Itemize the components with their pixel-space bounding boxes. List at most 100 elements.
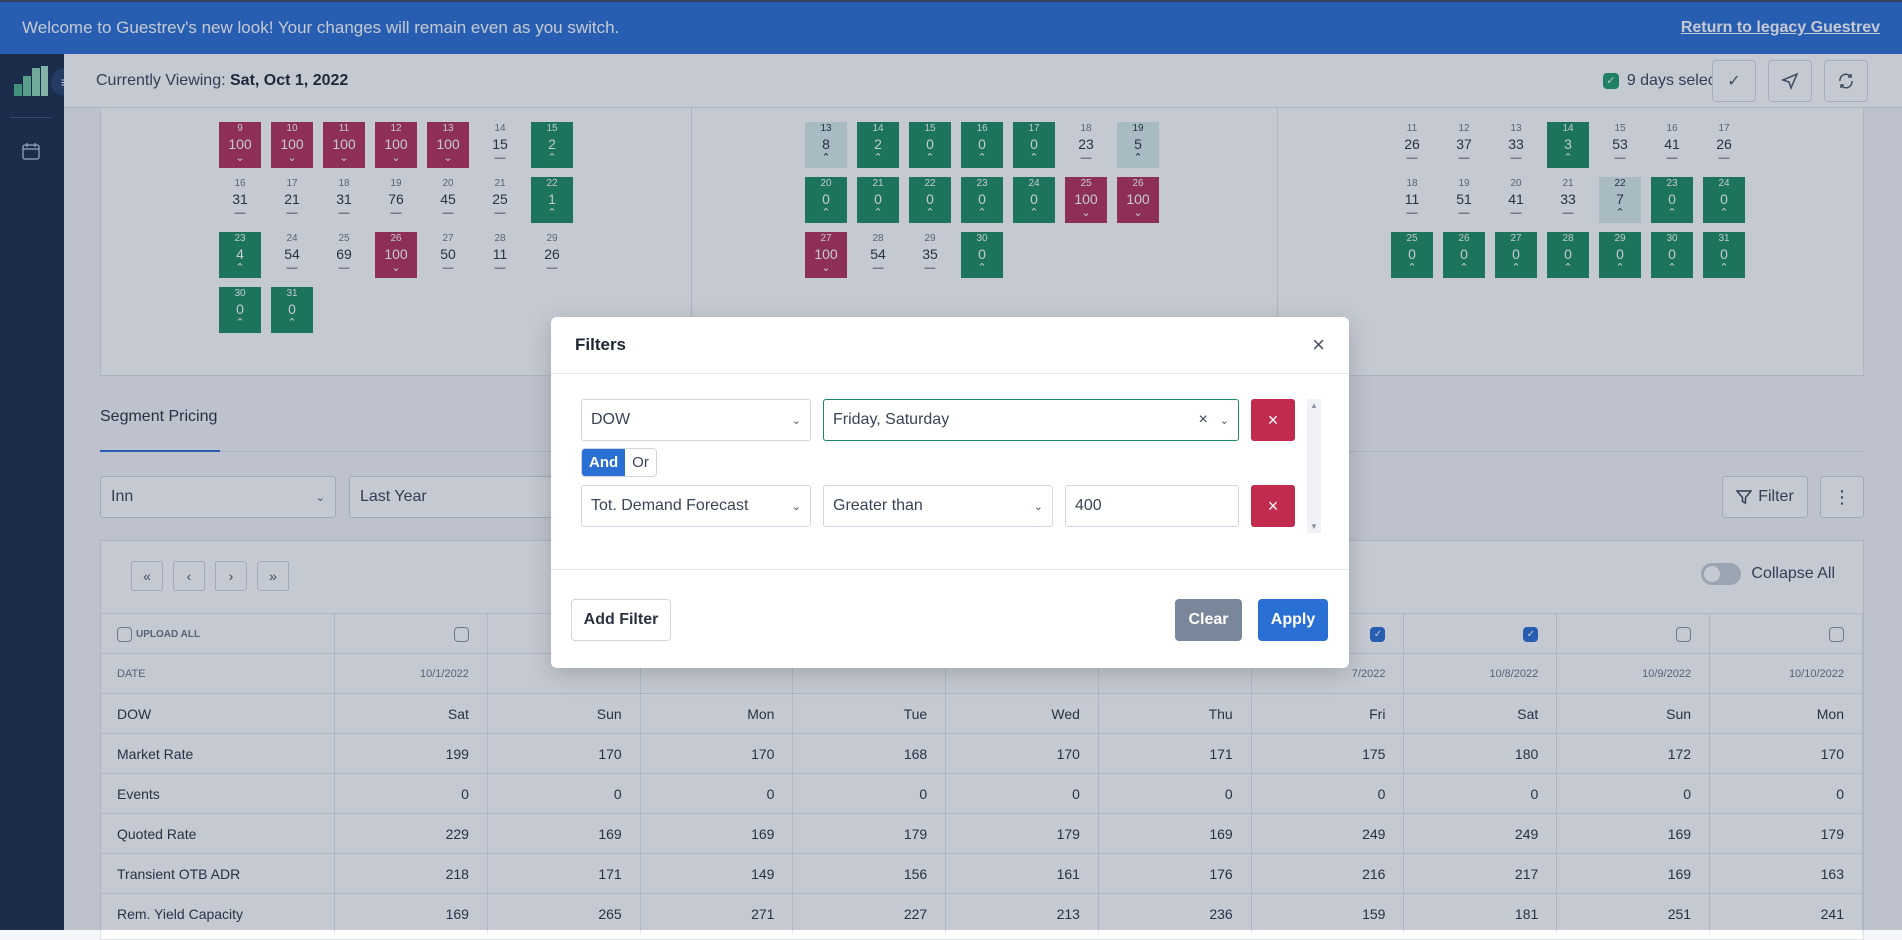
tab-segment-pricing[interactable]: Segment Pricing xyxy=(100,408,218,425)
day-select-checkbox[interactable] xyxy=(1676,626,1692,642)
calendar-day-cell[interactable]: 27 0 ⌃ xyxy=(1495,232,1537,278)
calendar-day-cell[interactable]: 22 1 ⌃ xyxy=(531,177,573,223)
next-page-button[interactable]: › xyxy=(215,561,247,591)
calendar-day-cell[interactable]: 11 100 ⌄ xyxy=(323,122,365,168)
calendar-day-cell[interactable]: 26 0 ⌃ xyxy=(1443,232,1485,278)
calendar-day-cell[interactable]: 14 2 ⌃ xyxy=(857,122,899,168)
calendar-day-cell[interactable]: 17 0 ⌃ xyxy=(1013,122,1055,168)
calendar-day-cell[interactable]: 28 54— xyxy=(857,232,899,278)
calendar-day-cell[interactable]: 23 4 ⌃ xyxy=(219,232,261,278)
day-select-checkbox[interactable] xyxy=(453,626,469,642)
filter2-operator-select[interactable]: Greater than ⌄ xyxy=(823,485,1053,527)
scroll-up-icon[interactable]: ▲ xyxy=(1310,401,1318,410)
calendar-day-cell[interactable]: 20 0 ⌃ xyxy=(805,177,847,223)
filter1-value-select[interactable]: Friday, Saturday × ⌄ xyxy=(823,399,1239,441)
refresh-button[interactable] xyxy=(1824,59,1868,102)
calendar-day-cell[interactable]: 26 100 ⌄ xyxy=(375,232,417,278)
prev-page-button[interactable]: ‹ xyxy=(173,561,205,591)
filter1-field-select[interactable]: DOW ⌄ xyxy=(581,399,811,441)
upload-all-checkbox[interactable] xyxy=(117,626,132,642)
calendar-day-cell[interactable]: 9 100 ⌄ xyxy=(219,122,261,168)
compare-select[interactable]: Last Year xyxy=(349,476,585,518)
calendar-day-cell[interactable]: 15 2 ⌃ xyxy=(531,122,573,168)
calendar-day-cell[interactable]: 30 0 ⌃ xyxy=(219,287,261,333)
calendar-day-cell[interactable]: 28 11— xyxy=(479,232,521,278)
calendar-day-cell[interactable]: 27 100 ⌄ xyxy=(805,232,847,278)
calendar-day-cell[interactable]: 26 100 ⌄ xyxy=(1117,177,1159,223)
calendar-day-cell[interactable]: 16 0 ⌃ xyxy=(961,122,1003,168)
calendar-day-cell[interactable]: 18 31— xyxy=(323,177,365,223)
calendar-day-cell[interactable]: 22 0 ⌃ xyxy=(909,177,951,223)
calendar-day-cell[interactable]: 13 33— xyxy=(1495,122,1537,168)
calendar-day-cell[interactable]: 14 3 ⌃ xyxy=(1547,122,1589,168)
calendar-day-cell[interactable]: 19 5 ⌃ xyxy=(1117,122,1159,168)
last-page-button[interactable]: » xyxy=(257,561,289,591)
filter2-value-input[interactable]: 400 xyxy=(1065,485,1239,527)
more-options-icon[interactable]: ⋮ xyxy=(1820,476,1864,518)
scroll-down-icon[interactable]: ▼ xyxy=(1310,522,1318,531)
or-button[interactable]: Or xyxy=(625,449,656,476)
calendar-day-cell[interactable]: 16 41— xyxy=(1651,122,1693,168)
calendar-day-cell[interactable]: 27 50— xyxy=(427,232,469,278)
calendar-day-cell[interactable]: 15 0 ⌃ xyxy=(909,122,951,168)
viewing-date[interactable]: Sat, Oct 1, 2022 xyxy=(230,71,349,89)
calendar-day-cell[interactable]: 14 15— xyxy=(479,122,521,168)
calendar-day-cell[interactable]: 23 0 ⌃ xyxy=(961,177,1003,223)
calendar-day-cell[interactable]: 11 26— xyxy=(1391,122,1433,168)
calendar-day-cell[interactable]: 24 0 ⌃ xyxy=(1013,177,1055,223)
calendar-day-cell[interactable]: 29 0 ⌃ xyxy=(1599,232,1641,278)
calendar-day-cell[interactable]: 25 0 ⌃ xyxy=(1391,232,1433,278)
calendar-day-cell[interactable]: 10 100 ⌄ xyxy=(271,122,313,168)
calendar-day-cell[interactable]: 24 54— xyxy=(271,232,313,278)
calendar-day-cell[interactable]: 15 53— xyxy=(1599,122,1641,168)
return-to-legacy-link[interactable]: Return to legacy Guestrev xyxy=(1680,19,1880,36)
calendar-day-cell[interactable]: 30 0 ⌃ xyxy=(961,232,1003,278)
filter-button[interactable]: Filter xyxy=(1722,476,1808,518)
calendar-day-cell[interactable]: 16 31— xyxy=(219,177,261,223)
calendar-day-cell[interactable]: 24 0 ⌃ xyxy=(1703,177,1745,223)
confirm-button[interactable]: ✓ xyxy=(1712,59,1756,102)
calendar-day-cell[interactable]: 12 37— xyxy=(1443,122,1485,168)
first-page-button[interactable]: « xyxy=(131,561,163,591)
clear-value-icon[interactable]: × xyxy=(1198,411,1208,428)
calendar-day-cell[interactable]: 21 0 ⌃ xyxy=(857,177,899,223)
calendar-day-cell[interactable]: 31 0 ⌃ xyxy=(271,287,313,333)
calendar-day-cell[interactable]: 29 35— xyxy=(909,232,951,278)
calendar-icon[interactable] xyxy=(21,141,41,161)
filter2-field-select[interactable]: Tot. Demand Forecast ⌄ xyxy=(581,485,811,527)
calendar-day-cell[interactable]: 20 45— xyxy=(427,177,469,223)
calendar-day-cell[interactable]: 20 41— xyxy=(1495,177,1537,223)
calendar-day-cell[interactable]: 19 76— xyxy=(375,177,417,223)
calendar-day-cell[interactable]: 17 26— xyxy=(1703,122,1745,168)
calendar-day-cell[interactable]: 18 23— xyxy=(1065,122,1107,168)
delete-filter2-button[interactable]: × xyxy=(1251,485,1295,527)
calendar-day-cell[interactable]: 25 69— xyxy=(323,232,365,278)
clear-button[interactable]: Clear xyxy=(1175,599,1242,641)
calendar-day-cell[interactable]: 13 8 ⌃ xyxy=(805,122,847,168)
calendar-day-cell[interactable]: 19 51— xyxy=(1443,177,1485,223)
calendar-day-cell[interactable]: 17 21— xyxy=(271,177,313,223)
filters-scrollbar[interactable]: ▲ ▼ xyxy=(1307,399,1321,533)
collapse-all-toggle[interactable] xyxy=(1701,563,1742,585)
day-select-checkbox[interactable]: ✓ xyxy=(1523,626,1539,642)
calendar-day-cell[interactable]: 18 11— xyxy=(1391,177,1433,223)
add-filter-button[interactable]: Add Filter xyxy=(571,599,671,641)
calendar-day-cell[interactable]: 25 100 ⌄ xyxy=(1065,177,1107,223)
calendar-day-cell[interactable]: 28 0 ⌃ xyxy=(1547,232,1589,278)
day-select-checkbox[interactable] xyxy=(1829,626,1844,642)
property-select[interactable]: Inn ⌄ xyxy=(100,476,336,518)
apply-button[interactable]: Apply xyxy=(1258,599,1328,641)
and-button[interactable]: And xyxy=(582,449,626,476)
calendar-day-cell[interactable]: 30 0 ⌃ xyxy=(1651,232,1693,278)
close-icon[interactable]: × xyxy=(1312,332,1325,357)
delete-filter1-button[interactable]: × xyxy=(1251,399,1295,441)
calendar-day-cell[interactable]: 22 7 ⌃ xyxy=(1599,177,1641,223)
send-button[interactable] xyxy=(1768,59,1812,102)
calendar-day-cell[interactable]: 12 100 ⌄ xyxy=(375,122,417,168)
calendar-day-cell[interactable]: 31 0 ⌃ xyxy=(1703,232,1745,278)
calendar-day-cell[interactable]: 29 26— xyxy=(531,232,573,278)
day-select-checkbox[interactable]: ✓ xyxy=(1370,626,1386,642)
calendar-day-cell[interactable]: 21 33— xyxy=(1547,177,1589,223)
calendar-day-cell[interactable]: 13 100 ⌄ xyxy=(427,122,469,168)
calendar-day-cell[interactable]: 23 0 ⌃ xyxy=(1651,177,1693,223)
